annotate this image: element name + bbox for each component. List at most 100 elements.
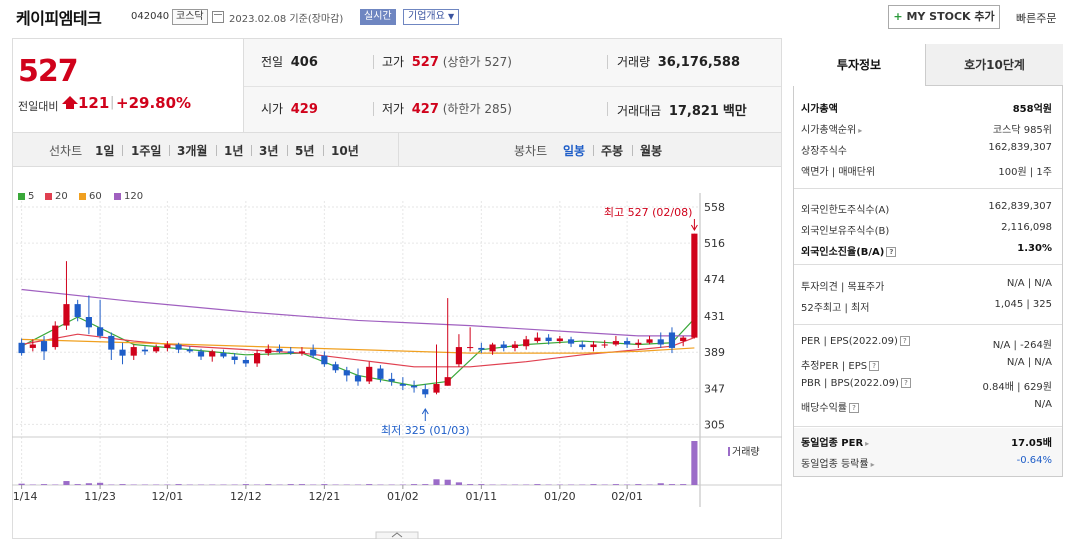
tab-weekly[interactable]: 주봉 xyxy=(601,144,624,158)
info-label: PBR | BPS(2022.09)? xyxy=(801,378,911,389)
company-overview-dropdown[interactable]: 기업개요 ▼ xyxy=(403,9,460,25)
volume-bar xyxy=(444,479,451,485)
help-icon[interactable]: ? xyxy=(869,361,880,371)
tab-order-book[interactable]: 호가10단계 xyxy=(926,44,1063,86)
help-icon[interactable]: ? xyxy=(886,247,897,257)
info-label: 동일업종 PER ▸ xyxy=(801,438,870,449)
volume-bar xyxy=(635,484,642,485)
y-tick-516: 516 xyxy=(704,237,725,250)
info-label: 동일업종 등락률 ▸ xyxy=(801,459,875,470)
x-tick-label: 01/20 xyxy=(544,490,576,503)
info-label: 상장주식수 xyxy=(801,146,847,157)
y-tick-305: 305 xyxy=(704,418,725,431)
volume-bar xyxy=(63,481,70,485)
info-divider xyxy=(794,426,1062,427)
stat-volume: 거래량 36,176,588 xyxy=(617,55,741,70)
volume-label-swatch xyxy=(728,447,730,456)
chevron-down-icon: ▼ xyxy=(448,12,455,21)
y-tick-474: 474 xyxy=(704,273,725,286)
candle xyxy=(164,344,171,348)
legend-swatch-ma120 xyxy=(114,193,121,200)
scroll-handle xyxy=(375,531,419,539)
tab-10y[interactable]: 10년 xyxy=(331,144,359,158)
legend-swatch-ma5 xyxy=(18,193,25,200)
tab-invest-info[interactable]: 투자정보 xyxy=(793,44,926,86)
info-label: 외국인보유주식수(B) xyxy=(801,226,890,237)
help-icon[interactable]: ? xyxy=(849,403,859,413)
tab-3m[interactable]: 3개월 xyxy=(177,144,208,158)
stat-high: 고가 527 (상한가 527) xyxy=(382,55,512,70)
tab-1y[interactable]: 1년 xyxy=(224,144,244,158)
chevron-right-icon[interactable]: ▸ xyxy=(865,439,870,448)
price-chart[interactable]: 558 516 474 431 389 347 305 거래량 11/14 11/23 12/01 1… xyxy=(12,167,782,539)
ma-line-20 xyxy=(21,333,695,368)
tab-monthly[interactable]: 월봉 xyxy=(640,144,663,158)
candle xyxy=(332,364,339,371)
candle xyxy=(265,348,272,354)
y-tick-431: 431 xyxy=(704,310,725,323)
candle xyxy=(63,304,70,326)
candle xyxy=(242,359,249,364)
x-tick-label: 01/11 xyxy=(465,490,497,503)
candle xyxy=(399,384,406,386)
candle xyxy=(52,325,59,348)
x-tick-label: 02/01 xyxy=(611,490,643,503)
high-arrow-head xyxy=(690,224,698,231)
candle xyxy=(624,341,631,345)
candle xyxy=(590,344,597,348)
candle xyxy=(209,351,216,357)
info-value: N/A | -264원 xyxy=(992,340,1052,351)
change-separator: | xyxy=(110,95,115,110)
candle xyxy=(343,370,350,376)
y-tick-558: 558 xyxy=(704,201,725,214)
candle xyxy=(141,349,149,352)
up-arrow-icon-stem xyxy=(66,104,74,109)
tab-daily[interactable]: 일봉 xyxy=(563,144,586,158)
realtime-button[interactable]: 실시간 xyxy=(360,9,396,25)
stock-name: 케이피엠테크 xyxy=(16,9,102,28)
ma-line-60 xyxy=(21,338,695,354)
info-value: N/A xyxy=(1034,399,1052,410)
volume-bar xyxy=(321,484,328,485)
candle xyxy=(444,377,451,386)
volume-bar xyxy=(657,483,664,485)
x-tick-label: 12/12 xyxy=(230,490,262,503)
candle xyxy=(29,344,36,348)
chevron-right-icon[interactable]: ▸ xyxy=(870,460,875,469)
volume-bar xyxy=(467,484,474,485)
info-value: N/A | N/A xyxy=(1006,357,1052,368)
tab-1d[interactable]: 1일 xyxy=(95,144,115,158)
candle xyxy=(668,332,676,348)
candle xyxy=(74,304,81,317)
tab-1w[interactable]: 1주일 xyxy=(131,144,162,158)
volume-bar xyxy=(119,484,126,485)
info-label: 52주최고 | 최저 xyxy=(801,303,870,314)
tab-5y[interactable]: 5년 xyxy=(295,144,315,158)
help-icon[interactable]: ? xyxy=(899,336,910,346)
volume-bar xyxy=(410,484,418,485)
info-label: 시가총액순위 ▸ xyxy=(801,125,863,136)
quick-order-button[interactable]: 빠른주문 xyxy=(1016,12,1057,25)
candle xyxy=(489,344,496,352)
volume-bar xyxy=(691,441,698,485)
tab-3y[interactable]: 3년 xyxy=(259,144,279,158)
sector-summary-bg xyxy=(794,428,1062,476)
info-label: 외국인소진율(B/A)? xyxy=(801,243,897,258)
candle xyxy=(130,347,137,356)
legend-label-ma5: 5 xyxy=(28,191,35,202)
legend-swatch-ma20 xyxy=(45,193,52,200)
high-annotation: 최고 527 (02/08) xyxy=(604,206,693,219)
info-value: 2,116,098 xyxy=(1001,222,1052,233)
candle xyxy=(523,339,530,347)
candle xyxy=(276,348,283,352)
volume-bar xyxy=(366,484,373,485)
chevron-right-icon[interactable]: ▸ xyxy=(858,126,863,135)
x-tick-label: 12/01 xyxy=(152,490,184,503)
volume-bar xyxy=(85,483,92,485)
add-mystock-button[interactable]: + MY STOCK 추가 xyxy=(888,5,1000,29)
candle xyxy=(119,349,126,356)
help-icon[interactable]: ? xyxy=(900,378,911,388)
volume-bar xyxy=(433,479,440,485)
legend-label-ma60: 60 xyxy=(89,191,102,202)
info-value: N/A | N/A xyxy=(1006,278,1052,289)
